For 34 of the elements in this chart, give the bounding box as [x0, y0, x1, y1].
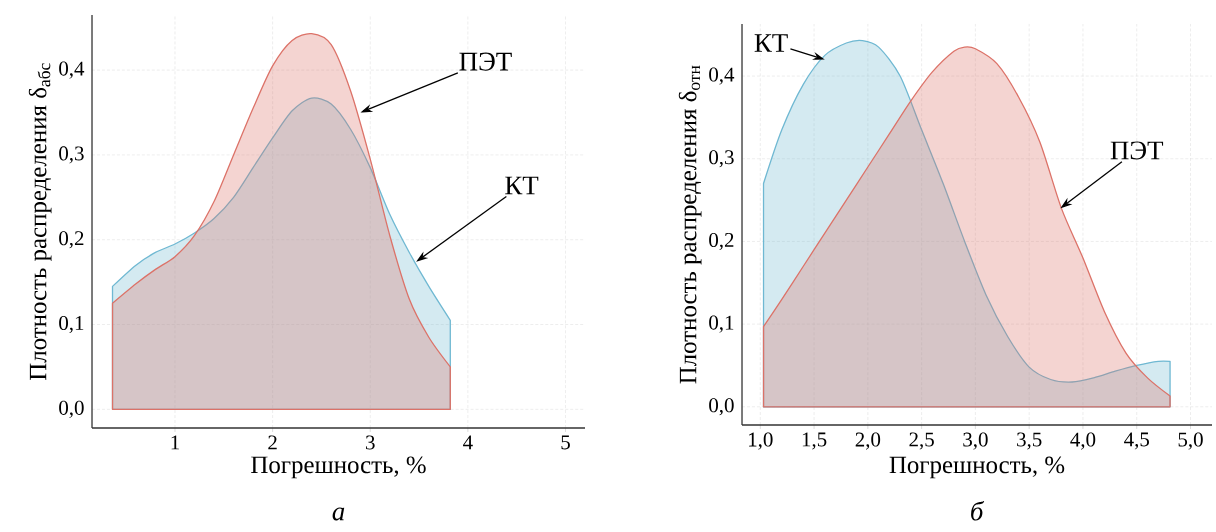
y-tick-label: 0,4: [59, 61, 85, 79]
y-axis-title: Плотность распределения δ$_{абс}$: [28, 63, 52, 381]
y-tick-label: 0,3: [709, 150, 734, 168]
x-tick-label: 1: [171, 435, 179, 450]
x-tick-label: 2,0: [855, 432, 881, 450]
y-tick-label: 0,2: [709, 232, 734, 250]
x-tick-label: 2: [268, 435, 277, 450]
text: а: [332, 507, 345, 521]
y-axis-title: Плотность распределения δ$_{отн}$: [678, 65, 702, 384]
annotation: КТ: [505, 176, 539, 195]
text: б: [971, 500, 985, 521]
y-tick-label: 0,2: [59, 231, 84, 249]
x-tick-label: 5,0: [1178, 432, 1203, 450]
y-tick-label: 0,3: [59, 146, 84, 164]
x-tick-label: 1,0: [749, 432, 773, 450]
y-tick-label: 0,1: [59, 315, 84, 334]
x-tick-label: 5: [561, 435, 570, 450]
y-tick-label: 0,1: [709, 315, 734, 333]
annotation: ПЭТ: [459, 52, 512, 71]
annotation: КТ: [754, 34, 788, 52]
x-tick-label: 4: [463, 435, 473, 450]
x-tick-label: 4,0: [1070, 432, 1096, 450]
x-tick-label: 2,5: [909, 432, 934, 450]
x-tick-label: 4,5: [1124, 432, 1149, 450]
y-tick-label: 0,0: [709, 398, 734, 416]
x-axis-title: Погрешность, %: [251, 456, 426, 479]
x-axis-title: Погрешность, %: [889, 456, 1065, 479]
x-tick-label: 1,5: [802, 432, 827, 450]
x-tick-label: 3,0: [963, 432, 988, 450]
x-tick-label: 3: [366, 435, 375, 450]
annotation: ПЭТ: [1110, 141, 1164, 160]
x-tick-label: 3,5: [1017, 432, 1042, 450]
y-tick-label: 0,4: [709, 67, 735, 85]
y-tick-label: 0,0: [59, 400, 84, 418]
